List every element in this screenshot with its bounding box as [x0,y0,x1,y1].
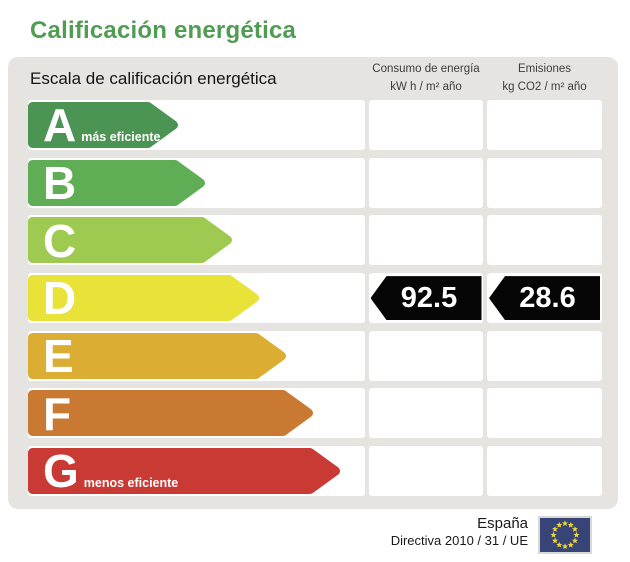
panel-header: Escala de calificación energética Consum… [28,57,611,100]
consumo-cell [369,446,483,497]
emisiones-cell [487,446,602,497]
eu-flag-star [567,521,574,528]
rating-arrow: G menos eficiente [28,448,340,494]
column-header-consumo: Consumo de energía kW h / m² año [369,61,483,97]
footer-text: España Directiva 2010 / 31 / UE [0,514,528,549]
rating-arrow: C [28,217,232,263]
rating-track-cell: A más eficiente [28,100,365,150]
scale-row: D 92.5 28.6 [28,273,611,324]
emisiones-header-line1: Emisiones [517,62,572,75]
rating-arrow: B [28,156,205,209]
country-label: España [477,515,528,532]
rating-note: menos eficiente [83,476,179,491]
directive-label: Directiva 2010 / 31 / UE [390,533,528,548]
rating-arrow-label: G menos eficiente [43,445,179,498]
scale-header: Escala de calificación energética [30,68,277,88]
scale-row: G menos eficiente [28,446,611,497]
eu-flag-star [571,526,578,532]
eu-flag-star [556,541,563,548]
rating-arrow: D [28,275,259,321]
rating-letter: A [43,99,77,152]
rating-arrow-label: C [43,214,77,267]
rating-letter: E [43,330,74,383]
scale-row: A más eficiente [28,100,611,150]
emisiones-value-badge: 28.6 [489,276,600,321]
rating-track-cell: G menos eficiente [28,446,365,497]
column-header-emisiones: Emisiones kg CO2 / m² año [487,61,602,97]
emisiones-cell [487,215,602,266]
rating-arrow-label: A más eficiente [43,99,161,152]
consumo-cell [369,100,483,150]
consumo-cell [369,330,483,381]
rating-track-cell: B [28,156,365,209]
eu-flag-star [573,531,580,538]
eu-flag-star [567,541,574,548]
rating-letter: C [43,214,77,267]
consumo-cell [369,215,483,266]
rating-arrow-label: E [43,330,74,383]
rating-letter: G [43,445,79,498]
consumo-cell [369,157,483,208]
eu-flag-star [561,520,569,527]
rating-note: más eficiente [81,130,161,145]
consumo-cell: 92.5 [369,273,483,324]
emisiones-cell [487,100,602,150]
consumo-header-line2: kW h / m² año [390,80,462,93]
rating-arrow-label: F [43,387,72,440]
rating-track-cell: E [28,330,365,383]
rating-letter: B [43,156,77,209]
consumo-value-badge: 92.5 [370,276,482,321]
rating-arrow-label: B [43,156,77,209]
eu-flag-star [556,521,563,528]
rating-track-cell: D [28,273,365,324]
consumo-header-line1: Consumo de energía [372,62,480,75]
emisiones-cell [487,157,602,208]
rating-arrow: E [28,330,286,383]
scale-row: E [28,330,611,383]
rating-arrow: F [28,387,313,440]
eu-flag-star [571,537,578,544]
rating-letter: D [43,272,77,325]
rating-arrow: A más eficiente [28,102,178,148]
eu-flag-star [550,531,557,538]
eu-flag-star [552,526,559,532]
emisiones-cell [487,330,602,381]
rating-track-cell: C [28,215,365,266]
scale-row: B [28,156,611,209]
scale-row: C [28,215,611,266]
energy-scale-panel: Escala de calificación energética Consum… [8,57,618,509]
page-title: Calificación energética [30,17,297,44]
scale-row: F [28,387,611,440]
scale-rows: A más eficiente B [28,100,611,497]
emisiones-cell [487,388,602,439]
eu-flag-icon [538,516,592,554]
consumo-cell [369,388,483,439]
eu-flag-star [561,543,569,550]
emisiones-header-line2: kg CO2 / m² año [502,80,587,93]
emisiones-cell: 28.6 [487,273,602,324]
eu-flag-star [552,537,559,544]
rating-letter: F [43,387,72,440]
rating-arrow-label: D [43,272,77,325]
rating-track-cell: F [28,387,365,440]
